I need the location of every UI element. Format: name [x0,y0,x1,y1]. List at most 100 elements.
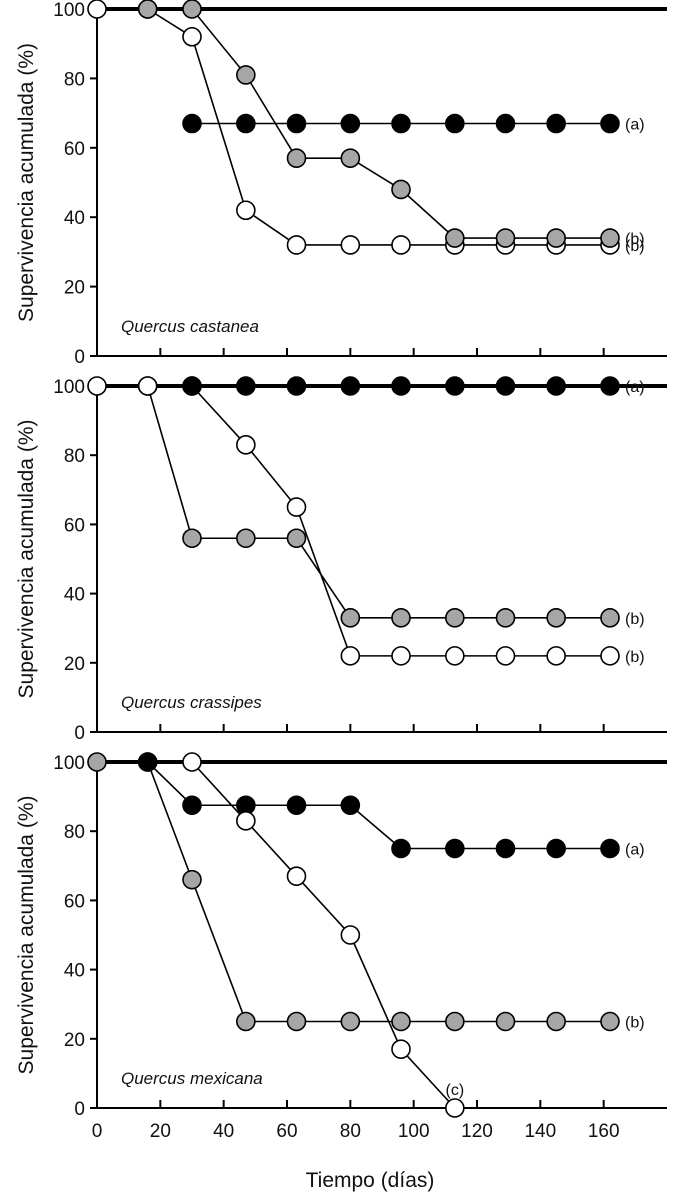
data-point-gray [286,528,307,549]
data-point-gray [182,869,202,890]
data-point-gray [391,1011,411,1032]
x-tick-label: 120 [461,1121,493,1142]
data-point-black [182,113,202,134]
data-point-black [286,113,307,134]
panel-2: 0 20 40 60 80 100 Supervivencia acumulada (%) Q… [15,376,667,744]
y-axis-title: Supervivencia acumulada (%) [15,420,38,699]
data-point-black [340,795,361,816]
x-tick-label: 60 [276,1121,297,1142]
data-point-white [495,646,516,666]
data-point-gray [182,528,202,549]
y-axis-title: Supervivencia acumulada (%) [15,43,38,322]
y-tick-label: 100 [53,0,85,21]
data-point-black [445,376,465,396]
significance-letter: (b) [625,649,645,666]
data-point-black [286,795,307,816]
data-point-gray [182,0,202,19]
data-point-white [137,376,158,396]
data-point-black [391,376,411,396]
data-point-gray [495,1011,516,1032]
data-point-black [340,113,361,134]
significance-letter: (a) [625,379,645,396]
data-point-white [236,811,256,831]
data-point-black [546,838,566,859]
data-point-black [546,113,566,134]
x-axis-title: Tiempo (días) [306,1169,435,1192]
data-point-gray [445,608,465,628]
significance-letter: (c) [446,1082,465,1099]
data-point-black [391,838,411,859]
x-tick-label: 40 [213,1121,234,1142]
data-point-gray [495,228,516,248]
data-point-black [236,376,256,396]
y-tick-label: 20 [64,1030,85,1051]
significance-letter: (b) [625,611,645,628]
y-axis-title: Supervivencia acumulada (%) [15,796,38,1075]
data-point-gray [87,752,107,772]
data-point-white [182,752,202,772]
data-point-black [445,113,465,134]
data-point-black [600,838,620,859]
data-point-black [182,376,202,396]
data-point-black [182,795,202,816]
data-point-black [137,752,158,772]
data-point-white [286,497,307,517]
y-tick-label: 0 [74,723,85,744]
x-tick-label: 80 [340,1121,361,1142]
data-point-black [286,376,307,396]
data-point-white [286,866,307,886]
data-point-black [600,376,620,396]
y-tick-label: 100 [53,753,85,774]
series-line-gray [146,385,610,619]
data-point-black [340,376,361,396]
data-point-black [600,113,620,134]
y-tick-label: 40 [64,585,85,606]
y-tick-label: 40 [64,961,85,982]
data-point-white [445,1098,465,1118]
data-point-white [236,435,256,455]
data-point-black [495,838,516,859]
data-point-black [546,376,566,396]
y-tick-label: 40 [64,208,85,229]
data-point-gray [340,148,361,169]
data-point-white [182,26,202,47]
data-point-gray [340,608,361,628]
data-point-white [87,376,107,396]
data-point-gray [445,228,465,248]
panel-1: 0 20 40 60 80 100 Supervivencia acumulada (%) Q… [15,0,667,368]
significance-letter: (b) [625,238,645,255]
data-point-gray [236,65,256,85]
data-point-white [236,200,256,221]
y-tick-label: 60 [64,515,85,536]
data-point-white [286,235,307,255]
significance-letter: (a) [625,842,645,859]
data-point-gray [391,608,411,628]
x-tick-label: 100 [398,1121,430,1142]
data-point-gray [546,608,566,628]
y-tick-label: 60 [64,891,85,912]
data-point-white [391,235,411,255]
data-point-gray [546,1011,566,1032]
y-tick-label: 100 [53,377,85,398]
data-point-gray [391,179,411,200]
significance-letter: (b) [625,231,645,248]
data-point-gray [340,1011,361,1032]
data-point-gray [495,608,516,628]
data-point-white [87,0,107,19]
species-label: Quercus mexicana [121,1069,263,1088]
data-point-white [600,646,620,666]
data-point-gray [600,228,620,248]
species-label: Quercus castanea [121,317,259,336]
data-point-gray [137,0,158,19]
y-tick-label: 0 [74,347,85,368]
data-point-white [391,1039,411,1059]
series-line-gray [147,8,610,239]
species-label: Quercus crassipes [121,693,262,712]
x-tick-label: 0 [92,1121,103,1142]
data-point-gray [236,528,256,549]
data-point-gray [286,1011,307,1032]
significance-letter: (b) [625,1015,645,1032]
x-tick-label: 20 [150,1121,171,1142]
y-tick-label: 80 [64,69,85,90]
